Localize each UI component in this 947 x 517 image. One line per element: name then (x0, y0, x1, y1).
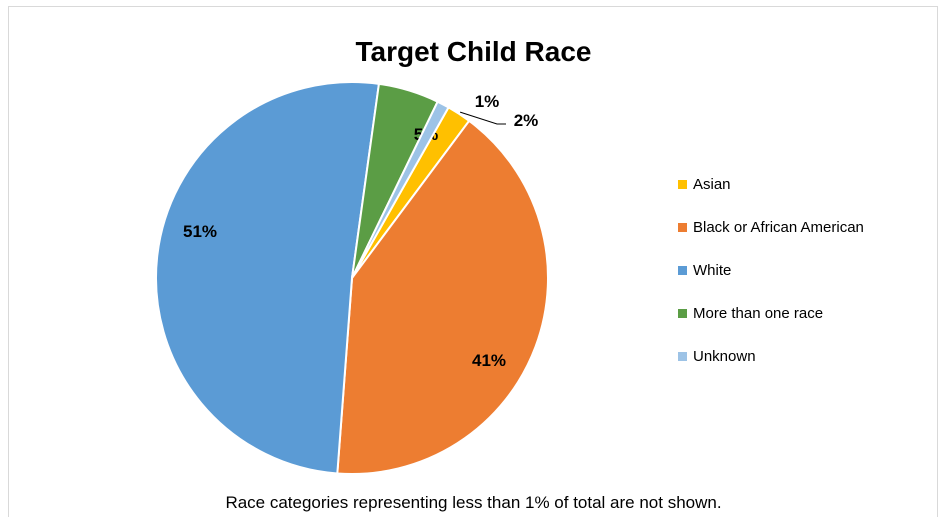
legend-label: White (693, 261, 732, 279)
legend-item: Unknown (678, 342, 864, 370)
legend-swatch (678, 179, 687, 189)
legend-item: Black or African American (678, 213, 864, 241)
legend-label: Unknown (693, 347, 756, 365)
pie-slice-white (155, 81, 381, 475)
legend-label: Asian (693, 175, 731, 193)
legend-swatch (678, 222, 687, 232)
pie-slice-unknown (351, 100, 450, 279)
data-label-white: 51% (183, 222, 217, 241)
chart-title: Target Child Race (355, 36, 592, 67)
pie-slice-black-or-african-american (336, 119, 549, 475)
leader-line-asian (459, 111, 506, 125)
legend-swatch (678, 308, 687, 318)
chart-footnote: Race categories representing less than 1… (225, 493, 722, 512)
data-label-black-or-african-american: 41% (472, 351, 506, 370)
legend-item: More than one race (678, 299, 864, 327)
legend-item: White (678, 256, 864, 284)
legend-swatch (678, 351, 687, 361)
legend-label: More than one race (693, 304, 824, 322)
legend-label: Black or African American (693, 218, 864, 236)
data-label-asian: 2% (514, 111, 539, 130)
legend-swatch (678, 265, 687, 275)
data-label-unknown: 1% (475, 92, 500, 111)
legend-item: Asian (678, 170, 864, 198)
legend: Asian Black or African American White More … (678, 170, 864, 385)
